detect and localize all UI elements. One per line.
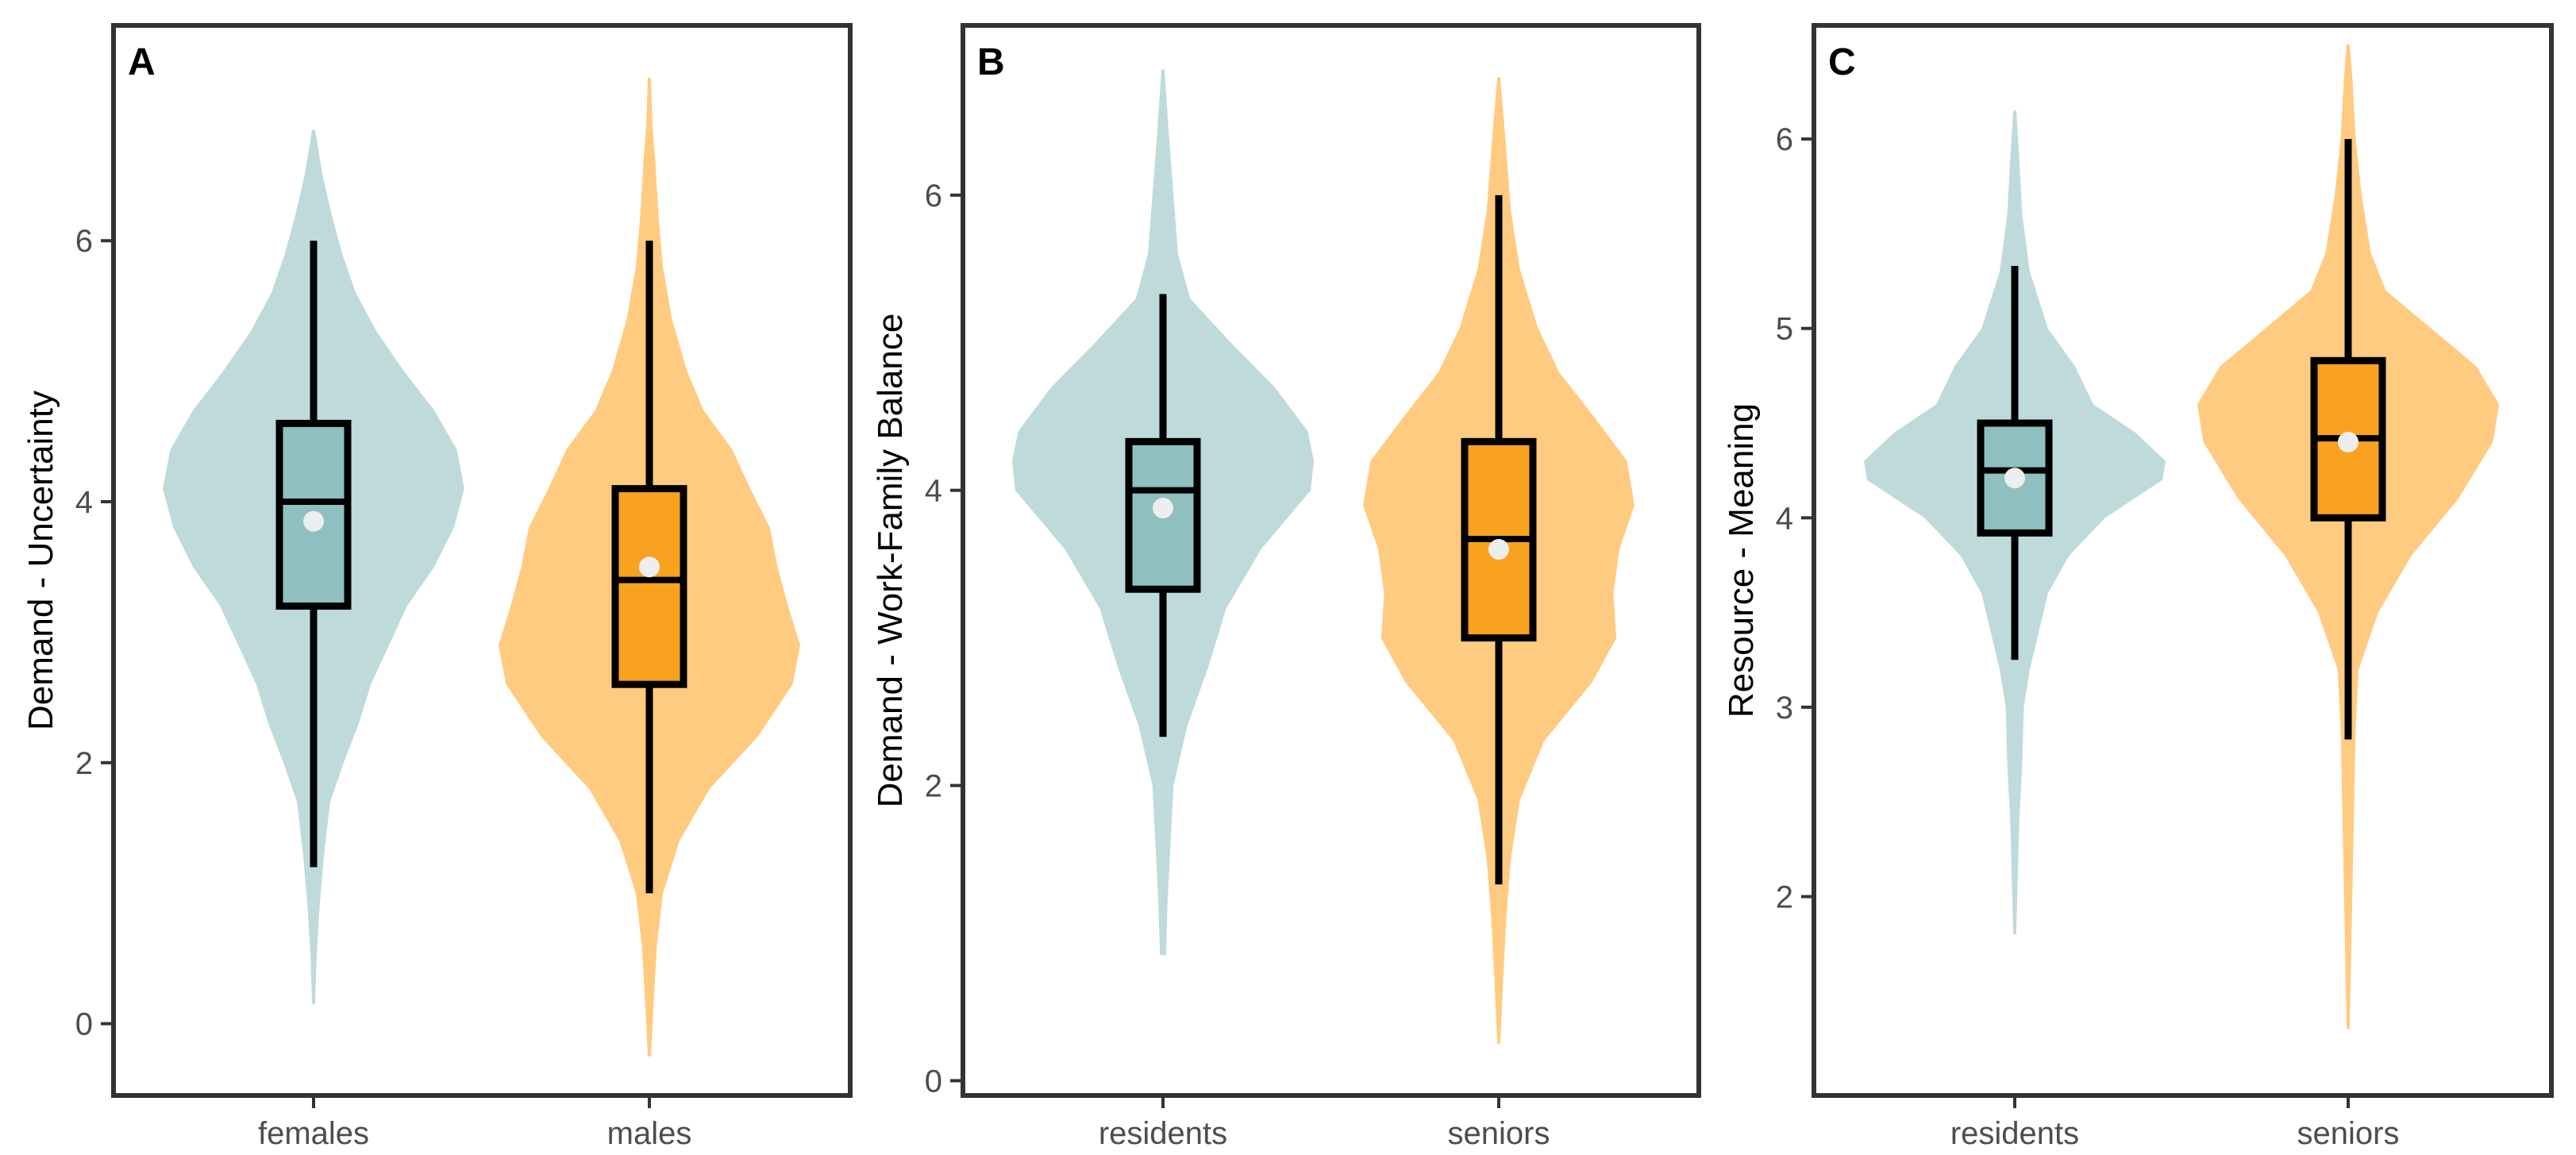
y-tick-label: 6 [925,179,942,214]
panel-b: residents seniors 0 2 4 6 Demand - Work-Family… [871,23,1701,1151]
mean-point-residents [2004,468,2025,489]
y-tick-label: 3 [1776,691,1793,726]
x-tick-label-seniors: seniors [1448,1116,1550,1151]
mean-point-residents [1153,497,1173,518]
y-tick-label: 2 [925,769,942,804]
y-tick-label: 4 [925,474,942,509]
panel-frame [111,23,853,1098]
y-tick-label: 6 [1776,122,1793,157]
x-tick-label-males: males [607,1116,692,1151]
panel-tag: B [977,41,1005,83]
y-tick-label: 0 [925,1064,942,1099]
mean-point-females [303,510,324,532]
panel-tag: A [128,41,156,83]
box-females [275,419,352,610]
panel-c: residents seniors 2 3 4 5 6 Resource - Meaning C [1722,23,2554,1151]
panel-frame [961,23,1701,1098]
mean-point-seniors [1488,539,1509,560]
y-axis-title: Demand - Work-Family Balance [871,314,910,808]
x-tick-label-residents: residents [1950,1116,2079,1151]
y-tick-label: 2 [1776,880,1793,914]
y-axis-title: Resource - Meaning [1722,403,1761,718]
panel-a: females males 0 2 4 6 Demand - Uncertainty A [21,23,853,1151]
y-tick-label: 6 [75,224,93,259]
box-residents [1125,437,1201,593]
y-axis-title: Demand - Uncertainty [21,391,60,730]
y-tick-label: 4 [1776,501,1793,536]
box-males [611,485,687,688]
x-tick-label-residents: residents [1099,1116,1227,1151]
y-tick-label: 4 [75,485,93,520]
y-tick-label: 5 [1776,312,1793,347]
panel-frame [1812,23,2554,1098]
y-tick-label: 2 [75,746,93,781]
mean-point-males [639,556,660,578]
panel-tag: C [1828,41,1856,83]
mean-point-seniors [2338,431,2358,452]
y-tick-label: 0 [75,1007,93,1042]
x-tick-label-females: females [258,1116,369,1151]
x-tick-label-seniors: seniors [2297,1116,2400,1151]
